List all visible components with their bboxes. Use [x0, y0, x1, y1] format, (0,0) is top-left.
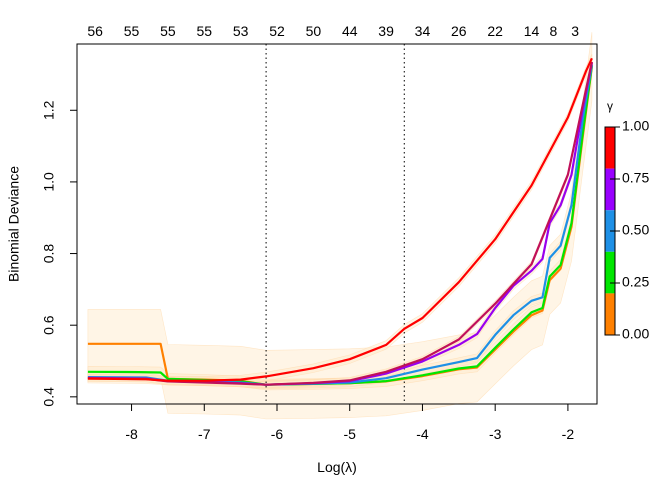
y-axis-label: Binomial Deviance	[6, 166, 22, 282]
top-tick-label-0: 56	[87, 23, 103, 39]
x-tick-label-5: -3	[489, 426, 502, 442]
top-tick-label-7: 44	[342, 23, 358, 39]
y-tick-label-4: 1.2	[41, 100, 57, 120]
top-tick-label-5: 52	[269, 23, 285, 39]
top-tick-label-2: 55	[160, 23, 176, 39]
legend-swatch-1	[605, 168, 615, 211]
y-tick-label-0: 0.4	[41, 387, 57, 407]
top-tick-label-3: 55	[196, 23, 212, 39]
legend-swatch-4	[605, 293, 615, 335]
legend-swatch-0	[605, 127, 615, 169]
legend-label-0: 1.00	[622, 118, 649, 134]
legend-swatch-3	[605, 251, 615, 294]
top-tick-label-9: 34	[415, 23, 431, 39]
legend-label-3: 0.25	[622, 274, 649, 290]
series-line-5	[87, 57, 593, 382]
top-tick-label-10: 26	[451, 23, 467, 39]
y-tick-label-1: 0.6	[41, 315, 57, 335]
top-tick-label-8: 39	[378, 23, 394, 39]
x-tick-label-2: -6	[271, 426, 284, 442]
x-tick-label-0: -8	[125, 426, 138, 442]
legend-label-1: 0.75	[622, 170, 649, 186]
y-tick-label-2: 0.8	[41, 244, 57, 264]
top-tick-label-4: 53	[233, 23, 249, 39]
x-tick-label-4: -4	[416, 426, 429, 442]
legend-title: γ	[607, 99, 613, 113]
top-tick-label-14: 3	[571, 23, 579, 39]
legend-label-4: 0.00	[622, 326, 649, 342]
legend-label-2: 0.50	[622, 222, 649, 238]
x-tick-label-3: -5	[344, 426, 357, 442]
series-band-0	[87, 32, 593, 420]
top-tick-label-13: 8	[549, 23, 557, 39]
x-tick-label-6: -2	[562, 426, 575, 442]
series-line-1	[87, 65, 593, 386]
x-tick-label-1: -7	[198, 426, 211, 442]
top-tick-label-12: 14	[524, 23, 540, 39]
x-axis-label: Log(λ)	[317, 459, 357, 475]
y-tick-label-3: 1.0	[41, 172, 57, 192]
top-tick-label-1: 55	[124, 23, 140, 39]
top-tick-label-6: 50	[306, 23, 322, 39]
top-tick-label-11: 22	[487, 23, 503, 39]
